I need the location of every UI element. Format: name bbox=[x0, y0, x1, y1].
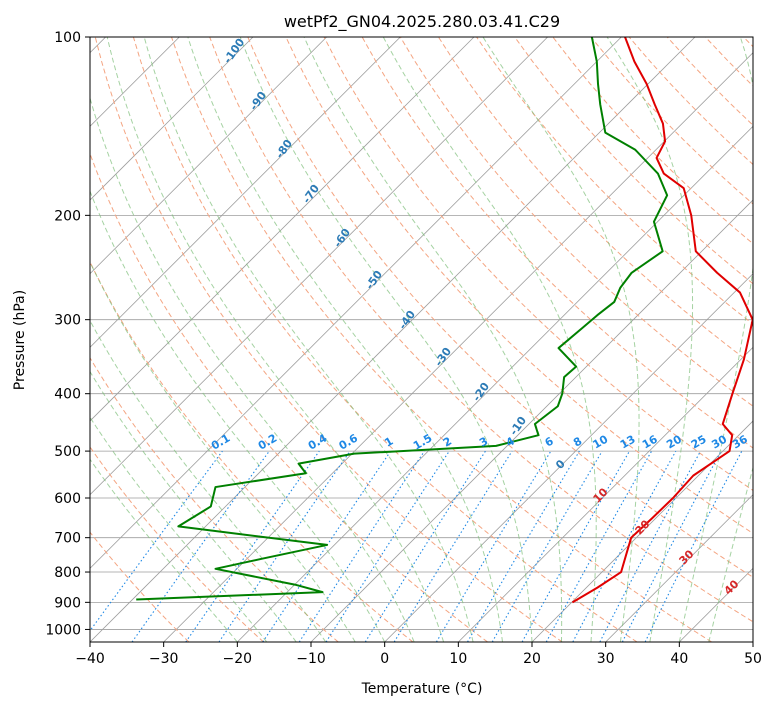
moist-adiabat bbox=[303, 37, 563, 642]
x-tick-label: −30 bbox=[149, 651, 179, 667]
moist-adiabat bbox=[90, 189, 386, 642]
dry-adiabat bbox=[209, 37, 753, 623]
x-tick-label: −10 bbox=[296, 651, 326, 667]
moist-adiabat bbox=[90, 458, 238, 642]
isotherm bbox=[90, 37, 622, 569]
x-tick-label: −40 bbox=[75, 651, 105, 667]
mixing-ratio-line bbox=[325, 450, 450, 642]
moist-adiabat bbox=[90, 260, 356, 642]
mixing-ratio-line bbox=[644, 450, 743, 642]
dry-adiabat bbox=[285, 37, 753, 535]
x-tick-label: 20 bbox=[523, 651, 541, 667]
mixing-ratio-line bbox=[298, 450, 425, 642]
mixing-ratio-line bbox=[545, 450, 653, 642]
x-tick-label: 40 bbox=[670, 651, 688, 667]
y-tick-label: 600 bbox=[54, 491, 81, 507]
isotherm bbox=[90, 37, 475, 422]
moist-adiabat bbox=[187, 37, 504, 642]
y-tick-label: 100 bbox=[54, 30, 81, 46]
dry-adiabat bbox=[90, 446, 264, 642]
x-tick-label: 50 bbox=[744, 651, 762, 667]
isotherm bbox=[90, 37, 401, 348]
y-axis: 100 200 300 400 500 600 700 800 900 1000 bbox=[45, 30, 90, 638]
dry-adiabat bbox=[90, 356, 339, 642]
moist-adiabat bbox=[382, 37, 597, 642]
mixing-ratio-line bbox=[262, 450, 392, 642]
y-tick-label: 200 bbox=[54, 208, 81, 224]
y-tick-label: 400 bbox=[54, 387, 81, 403]
moist-adiabat bbox=[708, 465, 753, 642]
moist-adiabat bbox=[90, 319, 327, 642]
isotherm bbox=[90, 37, 254, 201]
dry-adiabat bbox=[514, 37, 753, 285]
isotherm bbox=[163, 52, 753, 642]
background-lines bbox=[90, 37, 753, 642]
x-tick-label: 30 bbox=[597, 651, 615, 667]
y-tick-label: 500 bbox=[54, 444, 81, 460]
isotherm bbox=[90, 37, 548, 496]
x-axis: −40 −30 −20 −10 0 10 20 30 40 50 bbox=[75, 642, 762, 667]
y-tick-label: 700 bbox=[54, 531, 81, 547]
dry-adiabat bbox=[438, 37, 753, 366]
dry-adiabat bbox=[94, 37, 563, 642]
mixing-ratio-line bbox=[131, 450, 270, 642]
moist-adiabat bbox=[106, 37, 445, 642]
dry-adiabat bbox=[90, 152, 488, 642]
mixing-ratio-line bbox=[393, 450, 513, 642]
mixing-ratio-line bbox=[185, 450, 320, 642]
isotherm bbox=[90, 37, 327, 275]
moist-adiabat bbox=[678, 37, 753, 642]
isotherm bbox=[605, 494, 753, 642]
y-axis-label: Pressure (hPa) bbox=[12, 290, 28, 390]
x-tick-label: −20 bbox=[223, 651, 253, 667]
dry-adiabat bbox=[361, 37, 753, 449]
dry-adiabat bbox=[247, 37, 753, 578]
y-tick-label: 900 bbox=[54, 595, 81, 611]
x-axis-label: Temperature (°C) bbox=[361, 681, 483, 697]
y-tick-label: 1000 bbox=[45, 622, 81, 638]
plot-frame bbox=[89, 36, 754, 643]
moist-adiabat bbox=[606, 37, 694, 642]
isotherm bbox=[531, 420, 753, 642]
x-tick-label: 10 bbox=[449, 651, 467, 667]
isotherm bbox=[458, 346, 753, 642]
isotherm bbox=[384, 273, 753, 642]
dewpoint-profile bbox=[136, 37, 669, 601]
isotherm bbox=[237, 125, 753, 642]
x-tick-label: 0 bbox=[380, 651, 389, 667]
mixing-ratio-line bbox=[90, 450, 223, 632]
moist-adiabat bbox=[143, 37, 474, 642]
y-tick-label: 300 bbox=[54, 313, 81, 329]
dry-adiabat bbox=[171, 37, 713, 642]
isotherm bbox=[90, 37, 696, 642]
mixing-ratio-line bbox=[218, 450, 351, 642]
moist-adiabat bbox=[482, 37, 640, 642]
moist-adiabat bbox=[90, 416, 268, 642]
dry-adiabat bbox=[399, 37, 753, 407]
mixing-ratio-line bbox=[572, 450, 677, 642]
mixing-ratio-line bbox=[521, 450, 630, 642]
moist-adiabat bbox=[239, 37, 533, 642]
dry-adiabat bbox=[323, 37, 753, 491]
chart-title: wetPf2_GN04.2025.280.03.41.C29 bbox=[284, 12, 560, 32]
y-tick-label: 800 bbox=[54, 565, 81, 581]
